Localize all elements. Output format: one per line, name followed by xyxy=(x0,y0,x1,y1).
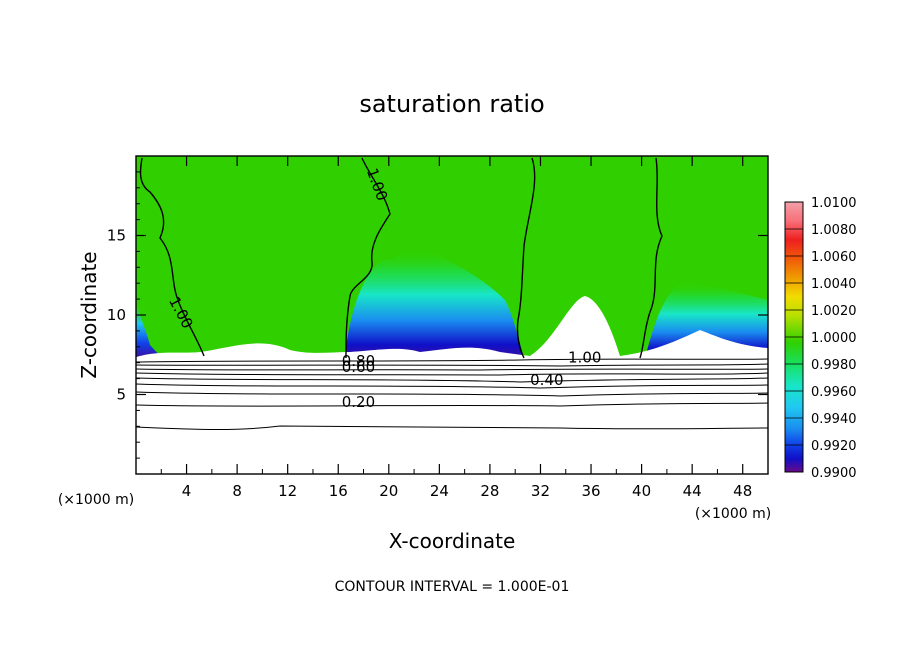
y-axis-title: Z-coordinate xyxy=(77,251,101,378)
contour-1-00-rightA xyxy=(516,157,536,359)
x-tick-label: 24 xyxy=(430,482,449,500)
lower-contours xyxy=(136,358,768,430)
colorbar-label: 0.9940 xyxy=(811,412,857,427)
x-tick-label: 48 xyxy=(733,482,752,500)
y-tick-label: 5 xyxy=(116,386,126,404)
colorbar-label: 1.0020 xyxy=(811,304,857,319)
surface-lumps xyxy=(136,296,768,360)
x-axis-ticks: 4 8 12 16 20 24 28 32 36 40 44 48 xyxy=(160,156,752,500)
surface-mask xyxy=(136,357,768,474)
contour-label: 0.20 xyxy=(342,393,375,411)
y-axis-ticks: 5 10 15 xyxy=(107,171,768,459)
x-tick-label: 16 xyxy=(329,482,348,500)
contour-label: 0.60 xyxy=(342,358,375,376)
x-tick-label: 8 xyxy=(232,482,242,500)
x-tick-label: 32 xyxy=(531,482,550,500)
contour-label: 0.80 xyxy=(342,352,375,370)
y-unit-label: (×1000 m) xyxy=(58,492,134,508)
x-axis-title: X-coordinate xyxy=(389,529,516,553)
y-tick-label: 10 xyxy=(107,306,126,324)
contour-label: 0.40 xyxy=(530,371,563,389)
colorbar-label: 1.0100 xyxy=(811,196,857,211)
x-tick-label: 12 xyxy=(278,482,297,500)
x-tick-label: 40 xyxy=(632,482,651,500)
contour-1-00-left xyxy=(139,157,205,357)
colorbar-label: 1.0080 xyxy=(811,223,857,238)
contour-1-00-rightB xyxy=(639,157,663,359)
contour-1-00-mid xyxy=(345,157,391,359)
colorbar-label: 1.0000 xyxy=(811,331,857,346)
y-tick-label: 15 xyxy=(107,227,126,245)
x-tick-label: 4 xyxy=(182,482,192,500)
colorbar: 1.0100 1.0080 1.0060 1.0040 1.0020 1.0000 0.99… xyxy=(784,196,857,481)
saturation-field xyxy=(136,156,768,474)
x-tick-label: 28 xyxy=(480,482,499,500)
x-unit-label: (×1000 m) xyxy=(695,506,771,522)
contour-label: 1.00 xyxy=(568,349,601,367)
colorbar-label: 1.0060 xyxy=(811,250,857,265)
cold-region-middle xyxy=(345,248,524,358)
x-tick-label: 36 xyxy=(581,482,600,500)
contour-interval-note: CONTOUR INTERVAL = 1.000E-01 xyxy=(335,579,570,595)
chart-title: saturation ratio xyxy=(359,90,544,118)
colorbar-label: 0.9920 xyxy=(811,439,857,454)
colorbar-label: 1.0040 xyxy=(811,277,857,292)
colorbar-label: 0.9980 xyxy=(811,358,857,373)
colorbar-labels: 1.0100 1.0080 1.0060 1.0040 1.0020 1.0000 0.99… xyxy=(785,196,857,481)
x-tick-label: 44 xyxy=(683,482,702,500)
colorbar-label: 0.9900 xyxy=(811,466,857,481)
colorbar-label: 0.9960 xyxy=(811,385,857,400)
x-tick-label: 20 xyxy=(379,482,398,500)
